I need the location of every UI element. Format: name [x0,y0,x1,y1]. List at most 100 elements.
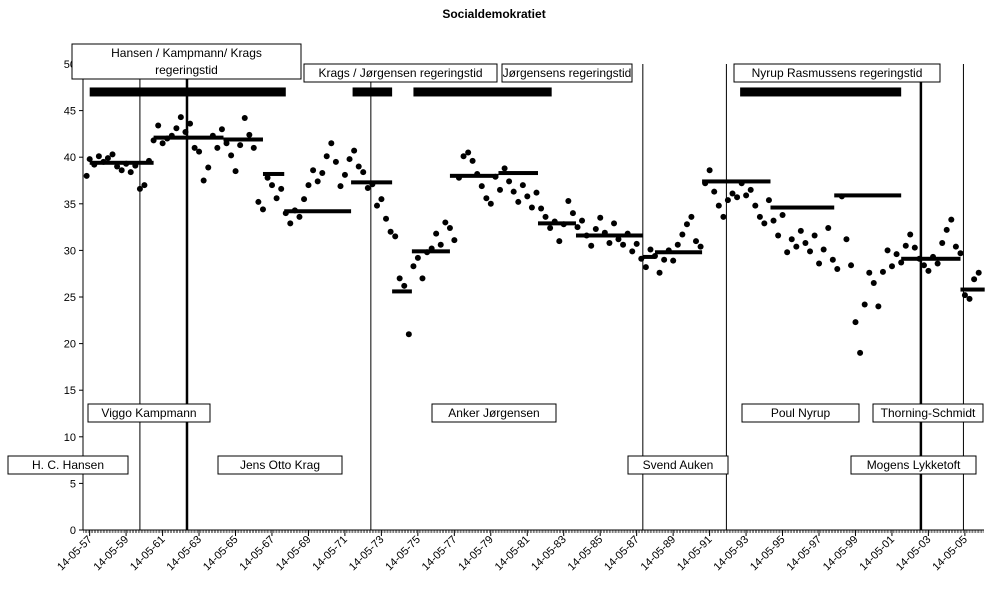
poll-point [861,301,868,308]
x-tick-label: 14-05-91 [675,534,715,574]
poll-point [952,243,959,250]
poll-point [538,205,545,212]
poll-point [396,275,403,282]
poll-point [141,182,148,189]
poll-point [597,214,604,221]
poll-point [866,269,873,276]
poll-point [528,204,535,211]
poll-point [574,224,581,231]
poll-point [237,142,244,149]
poll-point [642,264,649,271]
poll-point [469,157,476,164]
poll-point [455,174,462,181]
poll-point [857,349,864,356]
poll-point [975,269,982,276]
government-bar [413,87,552,97]
leader-label-thorning: Thorning-Schmidt [872,403,984,423]
poll-point [287,220,294,227]
poll-point [232,168,239,175]
poll-point [747,186,754,193]
leader-label-nyrup: Poul Nyrup [741,403,860,423]
poll-point [560,221,567,228]
y-tick-label: 15 [64,385,76,397]
poll-point [273,195,280,202]
poll-point [688,213,695,220]
poll-point [83,172,90,179]
poll-point [902,242,909,249]
x-tick-label: 14-05-93 [712,534,752,574]
poll-point [770,217,777,224]
y-tick-label: 25 [64,292,76,304]
poll-point [282,210,289,217]
poll-point [848,262,855,269]
leader-label-kampmann: Viggo Kampmann [87,403,211,423]
x-tick-label: 14-05-87 [602,534,642,574]
poll-point [319,170,326,177]
poll-point [734,194,741,201]
poll-point [948,216,955,223]
poll-point [702,180,709,187]
poll-point [743,192,750,199]
leader-label-joergensen-box [431,403,557,423]
poll-point [756,213,763,220]
government-bar [89,87,286,97]
leader-label-krag-text: Jens Otto Krag [240,458,320,472]
x-tick-label: 14-05-73 [347,534,387,574]
poll-points-layer [83,114,982,356]
poll-point [907,231,914,238]
poll-point [159,140,166,147]
y-tick-label: 20 [64,339,76,351]
poll-point [784,249,791,256]
election-result-line [498,171,538,176]
poll-point [898,259,905,266]
poll-point [483,195,490,202]
poll-point [387,228,394,235]
x-tick-label: 14-05-95 [748,534,788,574]
y-tick-label: 40 [64,152,76,164]
poll-point [223,140,230,147]
poll-point [879,268,886,275]
x-tick-label: 14-05-57 [55,534,95,574]
poll-point [556,238,563,245]
government-bar [352,87,393,97]
election-result-line [960,287,985,292]
x-tick-label: 14-05-97 [784,534,824,574]
poll-point [255,198,262,205]
election-result-line [654,250,703,255]
poll-point [615,236,622,243]
x-tick-label: 14-05-75 [383,534,423,574]
poll-point [683,221,690,228]
poll-point [228,152,235,159]
poll-point [164,135,171,142]
poll-point [506,178,513,185]
poll-point [446,225,453,232]
poll-point [888,263,895,270]
poll-point [565,198,572,205]
x-tick-label: 14-05-65 [201,534,241,574]
poll-point [360,169,367,176]
y-tick-label: 35 [64,199,76,211]
poll-point [332,158,339,165]
poll-point [314,178,321,185]
labels-layer: Hansen / Kampmann/ Krags regeringstid Krag… [7,43,984,475]
x-tick-label: 14-05-69 [274,534,314,574]
leader-label-lykketoft-text: Mogens Lykketoft [867,458,961,472]
government-label-hansen: Hansen / Kampmann/ Krags regeringstid [71,43,302,80]
poll-point [487,200,494,207]
poll-point [551,218,558,225]
poll-point [378,196,385,203]
leader-label-auken-text: Svend Auken [643,458,714,472]
poll-point [679,231,686,238]
poll-point [501,165,508,172]
poll-point [451,237,458,244]
leader-label-auken: Svend Auken [627,455,729,475]
poll-point [118,167,125,174]
y-tick-label: 10 [64,432,76,444]
poll-point [323,153,330,160]
x-tick-label: 14-05-83 [529,534,569,574]
government-label-joergensen-text: Jørgensens regeringstid [503,66,632,80]
poll-point [442,219,449,226]
election-result-line [392,289,412,294]
poll-point [155,122,162,129]
